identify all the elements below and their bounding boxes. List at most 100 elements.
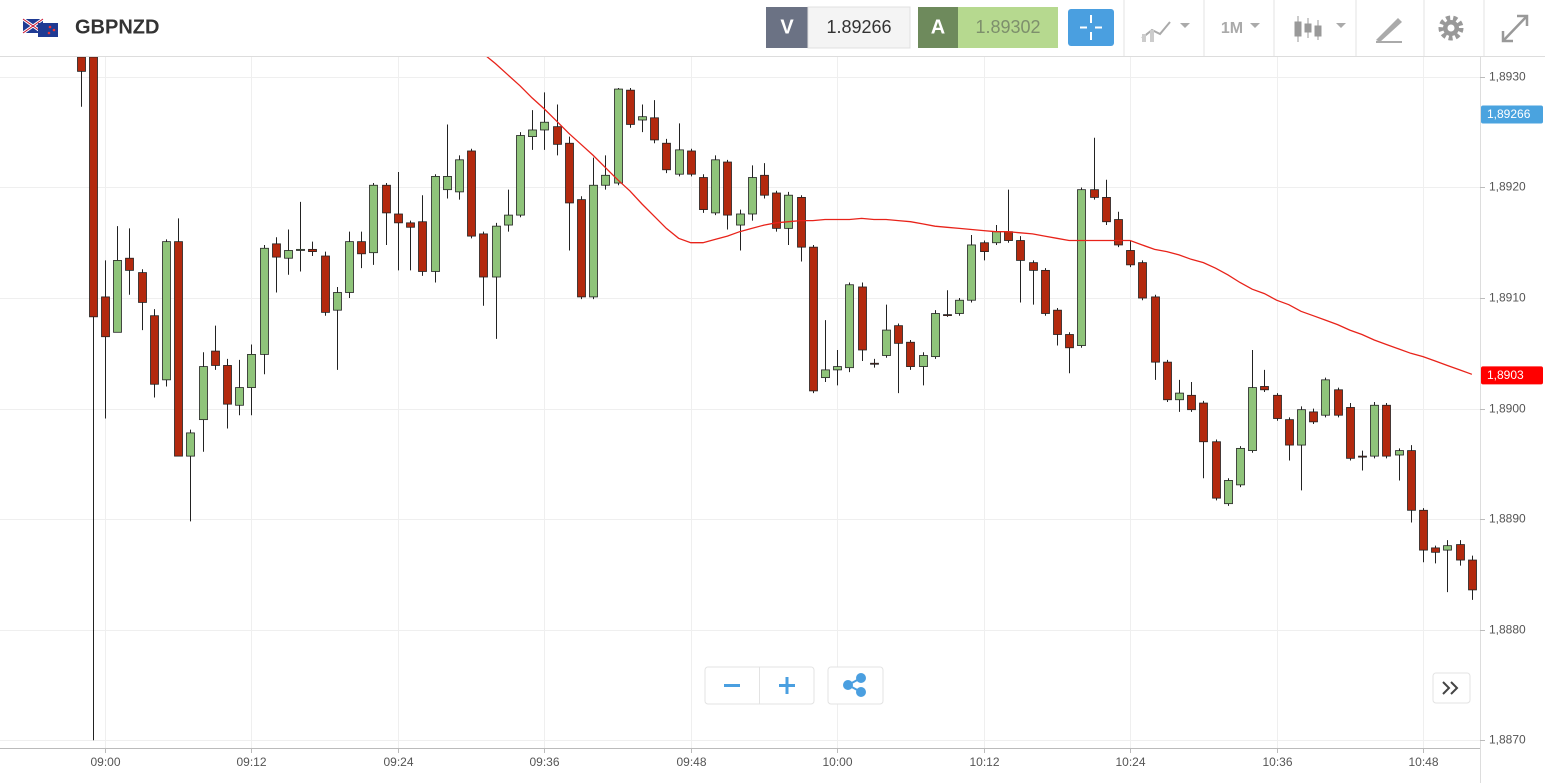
candle-body <box>1456 544 1465 561</box>
candle-body <box>443 176 452 191</box>
timeframe[interactable]: 1M <box>1221 20 1243 37</box>
candle-body <box>650 117 659 141</box>
candle-body <box>516 135 525 216</box>
candle-body <box>1236 447 1245 486</box>
settings-icon[interactable] <box>1438 15 1464 41</box>
candle-body <box>186 432 195 457</box>
candle-body <box>821 369 830 379</box>
candle-body <box>1077 189 1086 346</box>
candle-body <box>1114 219 1123 246</box>
candle-body <box>101 296 110 338</box>
price-label-box <box>1481 366 1543 385</box>
candle-body <box>1041 269 1050 314</box>
candle-body <box>1163 361 1172 401</box>
ask-box[interactable] <box>958 7 1058 48</box>
candle-body <box>492 225 501 278</box>
price-label: 1,8903 <box>1487 368 1524 382</box>
candle-body <box>1334 389 1343 416</box>
crosshair-button[interactable] <box>1068 9 1114 46</box>
bid-label: V <box>780 16 794 38</box>
ask-price: 1.89302 <box>975 17 1040 37</box>
candle-body <box>321 255 330 313</box>
candle-body <box>1297 409 1306 446</box>
candle-body <box>308 248 317 252</box>
candle-body <box>467 150 476 237</box>
candle-body <box>919 355 928 367</box>
zoom-in[interactable] <box>779 677 795 694</box>
candle-body <box>675 149 684 175</box>
candle-body <box>967 244 976 301</box>
x-tick-label: 09:36 <box>529 755 559 769</box>
candle-body <box>980 242 989 252</box>
candle-body <box>1443 545 1452 551</box>
candle-body <box>736 213 745 226</box>
draw-icon[interactable] <box>1376 18 1402 43</box>
candle-body <box>138 272 147 303</box>
scroll-right-icon <box>1442 681 1459 695</box>
candle-body <box>199 366 208 421</box>
candle-body <box>1151 296 1160 363</box>
candle-body <box>455 159 464 193</box>
bid-box[interactable] <box>807 6 911 49</box>
candle-body <box>626 89 635 125</box>
candle-body <box>699 177 708 210</box>
candle-body <box>1126 250 1135 266</box>
candle-body <box>1395 450 1404 456</box>
candle-body <box>247 354 256 388</box>
candle-body <box>1321 379 1330 416</box>
candle-body <box>406 222 415 228</box>
symbol: GBPNZD <box>75 16 159 38</box>
candle-icon[interactable] <box>1294 16 1322 42</box>
x-tick-label: 10:36 <box>1262 755 1292 769</box>
candle-body <box>272 243 281 258</box>
candle-body <box>711 159 720 214</box>
candle-body <box>906 341 915 367</box>
candle-body <box>431 176 440 272</box>
fullscreen-icon[interactable] <box>1501 14 1529 43</box>
candle-body <box>760 174 769 196</box>
ask-badge[interactable] <box>918 7 958 48</box>
candle-body <box>174 241 183 457</box>
candle-body <box>1419 509 1428 551</box>
y-tick-label: 1,8910 <box>1489 291 1526 305</box>
candle-body <box>1248 387 1257 451</box>
candle-body <box>1175 392 1184 401</box>
candle-body <box>1358 455 1367 458</box>
candle-body <box>601 174 610 186</box>
candle-body <box>333 292 342 311</box>
candle-body <box>687 150 696 175</box>
candle-body <box>125 257 134 271</box>
candle-body <box>809 246 818 392</box>
scroll-right-button[interactable] <box>1432 672 1471 704</box>
candle-body <box>223 365 232 405</box>
chart-type-button[interactable] <box>1141 21 1190 42</box>
x-tick-label: 10:12 <box>969 755 999 769</box>
separators <box>1123 0 1485 56</box>
candle-body <box>589 184 598 298</box>
candle-body <box>797 197 806 248</box>
candle-body <box>870 362 879 365</box>
candle-body <box>784 194 793 229</box>
candle-body <box>77 57 86 72</box>
candle-body <box>211 350 220 366</box>
candle-body <box>357 241 366 255</box>
timeframe-caret <box>1250 23 1260 28</box>
candle-body <box>1065 334 1074 349</box>
ask-label: A <box>931 16 945 38</box>
candle-body <box>1016 240 1025 261</box>
share-button[interactable] <box>827 666 884 705</box>
price-label-box <box>1481 105 1543 124</box>
candle-body <box>1053 309 1062 335</box>
candle-body <box>1090 189 1099 198</box>
header: GBPNZD V 1.89266 A 1.89302 1M <box>0 0 1545 57</box>
candle-body <box>748 177 757 215</box>
candle-body <box>1224 480 1233 505</box>
bid-badge[interactable] <box>766 7 808 48</box>
candle-body <box>479 233 488 278</box>
candle-body <box>150 315 159 385</box>
candle-body <box>845 284 854 369</box>
candle-body <box>382 184 391 214</box>
candle-body <box>882 329 891 356</box>
bid-price: 1.89266 <box>826 17 891 37</box>
